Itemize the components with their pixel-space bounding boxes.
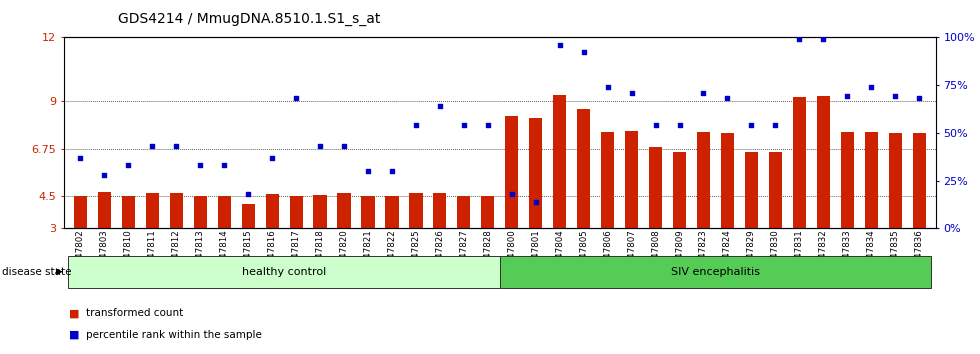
Point [911, 96, 927, 101]
Point [887, 93, 903, 99]
Bar [889, 133, 902, 292]
Bar [529, 118, 542, 292]
Text: healthy control: healthy control [242, 267, 326, 277]
Text: ■: ■ [69, 308, 79, 318]
Bar [362, 196, 374, 292]
Bar [481, 196, 494, 292]
Text: SIV encephalitis: SIV encephalitis [671, 267, 760, 277]
Point [600, 84, 615, 90]
Point [528, 199, 544, 204]
Point [240, 191, 256, 197]
Point [121, 162, 136, 168]
Bar [500, 256, 931, 288]
Bar [170, 193, 183, 292]
Point [744, 122, 760, 128]
Point [432, 103, 448, 109]
Bar [385, 196, 399, 292]
Bar [721, 133, 734, 292]
Bar [218, 196, 231, 292]
Bar [337, 193, 351, 292]
Point [217, 162, 232, 168]
Point [361, 168, 376, 174]
Bar [74, 196, 87, 292]
Point [863, 84, 879, 90]
Bar [912, 133, 926, 292]
Bar [625, 131, 638, 292]
Point [719, 96, 735, 101]
Point [792, 36, 808, 42]
Bar [697, 132, 710, 292]
Point [313, 143, 328, 149]
Point [288, 96, 304, 101]
Point [192, 162, 208, 168]
Bar [745, 152, 758, 292]
Text: transformed count: transformed count [86, 308, 183, 318]
Bar [410, 193, 422, 292]
Point [648, 122, 663, 128]
Bar [289, 196, 303, 292]
Bar [553, 95, 566, 292]
Bar [768, 152, 782, 292]
Point [504, 191, 519, 197]
Bar [69, 256, 500, 288]
Point [336, 143, 352, 149]
Point [169, 143, 184, 149]
Bar [506, 116, 518, 292]
Point [73, 155, 88, 160]
Text: percentile rank within the sample: percentile rank within the sample [86, 330, 262, 339]
Point [840, 93, 856, 99]
Bar [122, 196, 135, 292]
Bar [649, 147, 662, 292]
Point [144, 143, 160, 149]
Bar [146, 193, 159, 292]
Point [815, 36, 831, 42]
Bar [577, 109, 590, 292]
Point [576, 50, 592, 55]
Point [97, 172, 113, 178]
Bar [841, 132, 854, 292]
Text: disease state: disease state [2, 267, 72, 277]
Bar [98, 192, 111, 292]
Bar [864, 132, 878, 292]
Bar [266, 194, 278, 292]
Point [265, 155, 280, 160]
Bar [793, 97, 806, 292]
Bar [314, 195, 326, 292]
Bar [242, 204, 255, 292]
Bar [601, 132, 614, 292]
Point [696, 90, 711, 96]
Bar [816, 96, 830, 292]
Bar [458, 196, 470, 292]
Point [552, 42, 567, 48]
Point [456, 122, 471, 128]
Point [384, 168, 400, 174]
Bar [433, 193, 447, 292]
Text: ■: ■ [69, 330, 79, 339]
Point [480, 122, 496, 128]
Text: GDS4214 / MmugDNA.8510.1.S1_s_at: GDS4214 / MmugDNA.8510.1.S1_s_at [118, 12, 380, 27]
Point [408, 122, 423, 128]
Bar [673, 152, 686, 292]
Point [623, 90, 639, 96]
Bar [194, 196, 207, 292]
Point [671, 122, 687, 128]
Point [767, 122, 783, 128]
Text: ▶: ▶ [56, 267, 63, 276]
